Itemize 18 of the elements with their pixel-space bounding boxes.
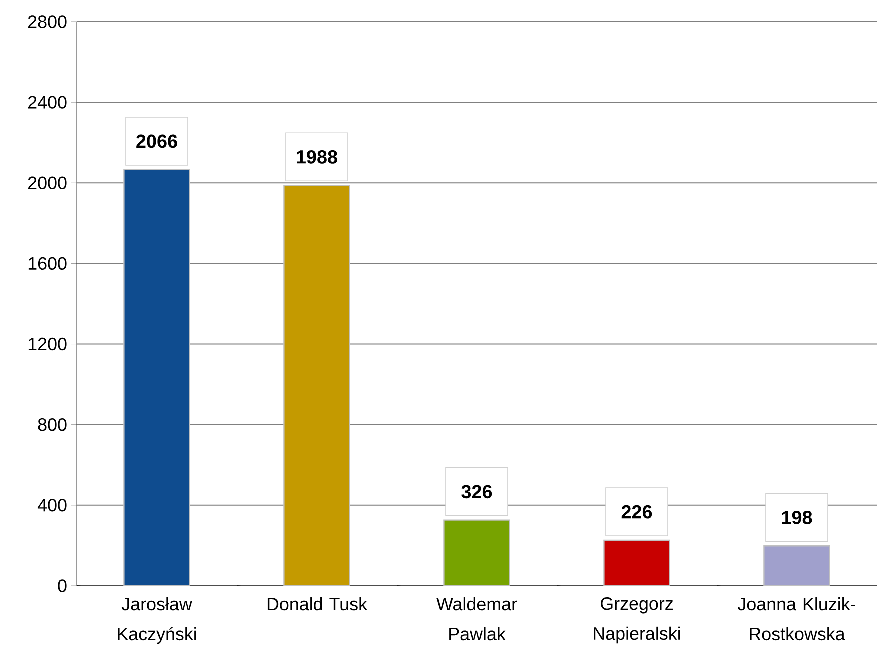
y-tick-label: 2400 bbox=[28, 96, 67, 109]
x-tick-label: Joanna Kluzik-Rostkowska bbox=[738, 598, 856, 641]
data-label: 2066 bbox=[136, 134, 178, 148]
x-tick-label: Grzegorz Napieralski bbox=[594, 598, 680, 644]
x-tick-label: Donald Tusk bbox=[268, 598, 368, 611]
x-tick-label: Jarosław Kaczyński bbox=[118, 598, 196, 644]
y-tick-label: 2000 bbox=[28, 176, 67, 190]
data-label: 198 bbox=[782, 511, 812, 524]
y-tick-label: 800 bbox=[38, 418, 67, 432]
data-label: 326 bbox=[462, 485, 492, 499]
y-tick-label: 400 bbox=[38, 499, 67, 512]
y-tick-label: 0 bbox=[58, 580, 67, 592]
x-tick-label: Waldemar Pawlak bbox=[436, 598, 518, 641]
y-tick-label: 1600 bbox=[28, 257, 67, 270]
y-tick-label: 1200 bbox=[28, 338, 67, 351]
data-label: 1988 bbox=[297, 150, 338, 164]
data-label: 226 bbox=[622, 505, 652, 519]
y-tick-label: 2800 bbox=[28, 16, 67, 28]
